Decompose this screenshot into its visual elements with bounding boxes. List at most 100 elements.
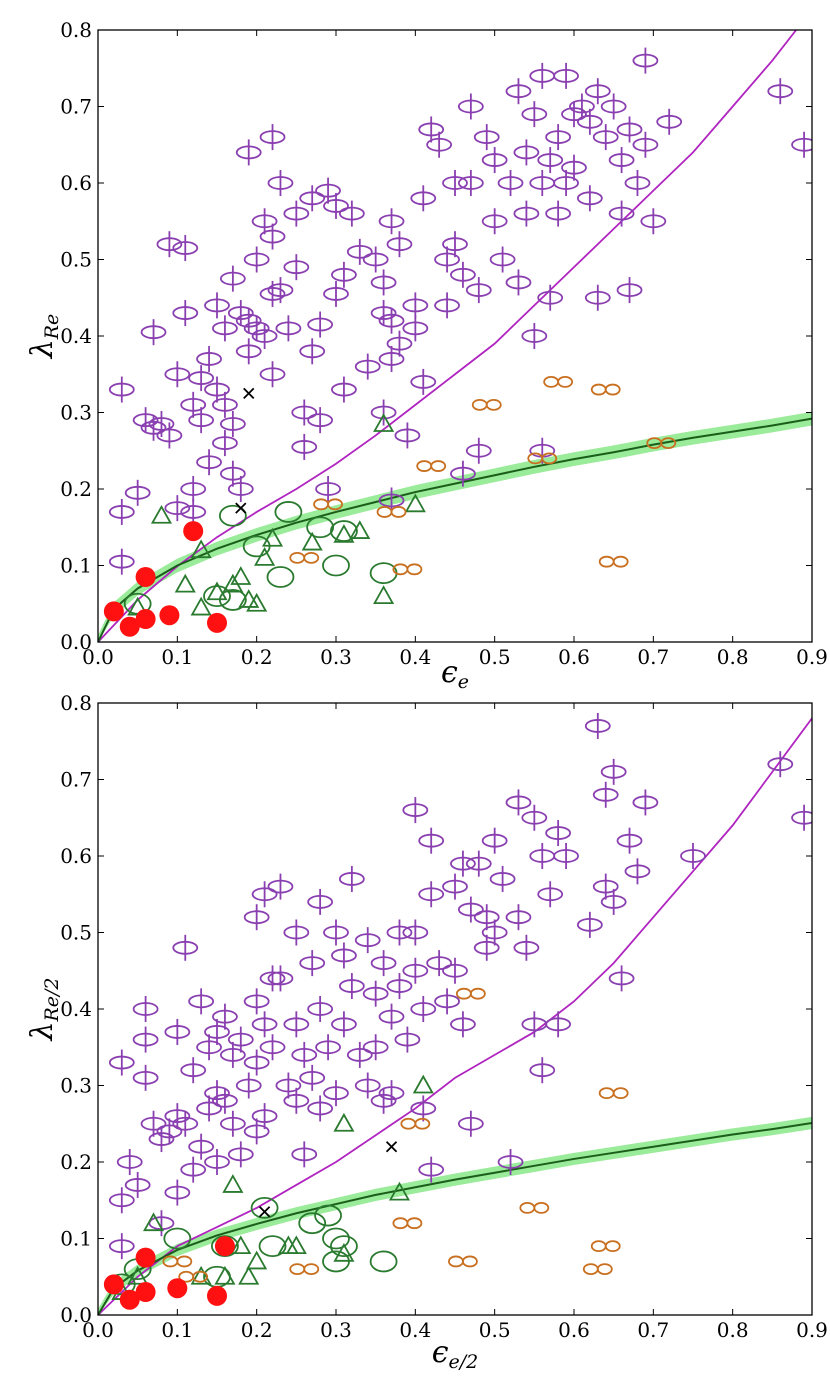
round-fast-point [159, 605, 180, 626]
fast-rotator-point [140, 319, 167, 346]
fast-rotator-point [259, 1034, 286, 1061]
fast-rotator-point [315, 476, 341, 502]
fast-rotator-point [132, 1026, 159, 1053]
fast-rotator-point [204, 376, 230, 403]
fast-rotator-point [283, 254, 310, 281]
x-tick-label: 0.4 [399, 1318, 431, 1342]
fast-rotator-point [235, 338, 262, 365]
nonregular-point [289, 1263, 320, 1275]
fast-rotator-point [243, 904, 270, 931]
round-fast-point [119, 616, 140, 637]
fast-rotator-point [791, 804, 812, 831]
fast-rotator-point [497, 1149, 524, 1175]
x-tick-label: 0.0 [82, 1318, 114, 1342]
y-tick-label: 0.6 [60, 171, 92, 195]
bottom-x-axis-subscript: e/2 [449, 1351, 479, 1373]
fast-rotator-point [608, 965, 635, 992]
y-tick-label: 0.4 [60, 324, 92, 348]
y-tick-label: 0.2 [60, 477, 92, 501]
fast-rotator-point [156, 231, 183, 258]
nonregular-point [400, 1117, 431, 1130]
slow-rotator-triangle-point [261, 527, 284, 547]
slow-rotator-ellipse-point [242, 535, 271, 558]
x-tick-label: 0.1 [161, 1318, 193, 1342]
fast-rotator-point [553, 62, 579, 89]
x-tick-label: 0.7 [637, 1318, 669, 1342]
fast-rotator-point [283, 200, 310, 227]
x-tick-label: 0.8 [717, 1318, 749, 1342]
fast-rotator-point [576, 108, 603, 135]
fast-rotator-point [521, 323, 548, 349]
slow-rotator-triangle-point [127, 1265, 149, 1285]
fast-rotator-point [227, 300, 254, 327]
fast-rotator-point [188, 365, 215, 392]
fast-rotator-point [315, 1034, 341, 1061]
fast-rotator-point [354, 1072, 381, 1099]
fast-rotator-point [331, 376, 357, 403]
fast-rotator-point [545, 124, 572, 151]
fast-rotator-point [457, 170, 484, 196]
fast-rotator-point [227, 1026, 254, 1053]
fast-rotator-point [164, 495, 191, 522]
fast-rotator-point [323, 919, 349, 946]
fast-rotator-point [442, 231, 468, 258]
slow-rotator-triangle-point [301, 531, 323, 551]
top-y-axis-label: λRe [25, 314, 63, 360]
slow-rotator-triangle-point [142, 1212, 165, 1232]
slow-rotator-triangle-point [412, 1074, 434, 1094]
fast-rotator-point [394, 1026, 421, 1053]
fast-rotator-point [346, 238, 373, 265]
fast-rotator-point [378, 307, 405, 334]
slow-rotator-ellipse-point [314, 1204, 342, 1227]
fast-rotator-point [156, 422, 183, 449]
fast-rotator-point [513, 200, 540, 227]
fast-rotator-point [410, 996, 437, 1022]
nonregular-point [590, 383, 621, 396]
fast-rotator-point [196, 1034, 222, 1061]
fast-rotator-point [108, 1049, 135, 1076]
fast-rotator-point [592, 873, 619, 900]
slow-rotator-ellipse-point [298, 1212, 327, 1235]
fast-rotator-point [362, 1034, 389, 1061]
fast-rotator-point [426, 950, 453, 977]
fast-rotator-point [386, 330, 413, 357]
fast-rotator-point [108, 1187, 135, 1214]
fast-rotator-point [600, 758, 627, 785]
fast-rotator-point [457, 896, 484, 923]
nonregular-point [448, 1255, 478, 1268]
fast-rotator-point [394, 422, 421, 449]
slow-rotator-triangle-point [246, 1250, 268, 1270]
fast-rotator-point [227, 1141, 254, 1168]
fast-rotator-point [235, 307, 262, 334]
fast-rotator-point [608, 147, 635, 174]
fast-rotator-point [196, 1095, 222, 1122]
fast-rotator-point [291, 399, 318, 426]
x-tick-label: 0.2 [241, 1318, 273, 1342]
cross-point [243, 387, 255, 400]
fast-rotator-point [521, 804, 548, 831]
fast-rotator-point [259, 124, 286, 151]
fast-rotator-point [164, 361, 191, 388]
fast-rotator-point [323, 280, 349, 307]
slow-rotator-triangle-point [404, 493, 426, 513]
fast-rotator-point [212, 391, 238, 418]
x-tick-label: 0.3 [320, 645, 352, 669]
fast-rotator-point [410, 1095, 437, 1122]
slow-rotator-triangle-point [333, 1112, 355, 1132]
fast-rotator-point [338, 973, 365, 1000]
cross-point [385, 1141, 398, 1153]
fast-rotator-point [299, 950, 326, 977]
nonregular-point [376, 506, 407, 518]
slow-rotator-triangle-point [174, 573, 196, 593]
slow-rotator-triangle-point [333, 1242, 355, 1262]
fast-rotator-point [545, 200, 572, 227]
round-fast-point [135, 1247, 156, 1268]
bottom-x-axis-label: ϵe/2 [432, 1335, 479, 1373]
y-tick-label: 0.5 [60, 921, 92, 945]
top-curves [98, 30, 812, 642]
y-tick-label: 0.6 [60, 844, 92, 868]
nonregular-point [519, 1202, 550, 1214]
slow-rotator-triangle-point [214, 1265, 236, 1285]
bottom-y-axis-subscript: Re/2 [41, 977, 63, 1022]
round-fast-point [119, 1289, 140, 1310]
